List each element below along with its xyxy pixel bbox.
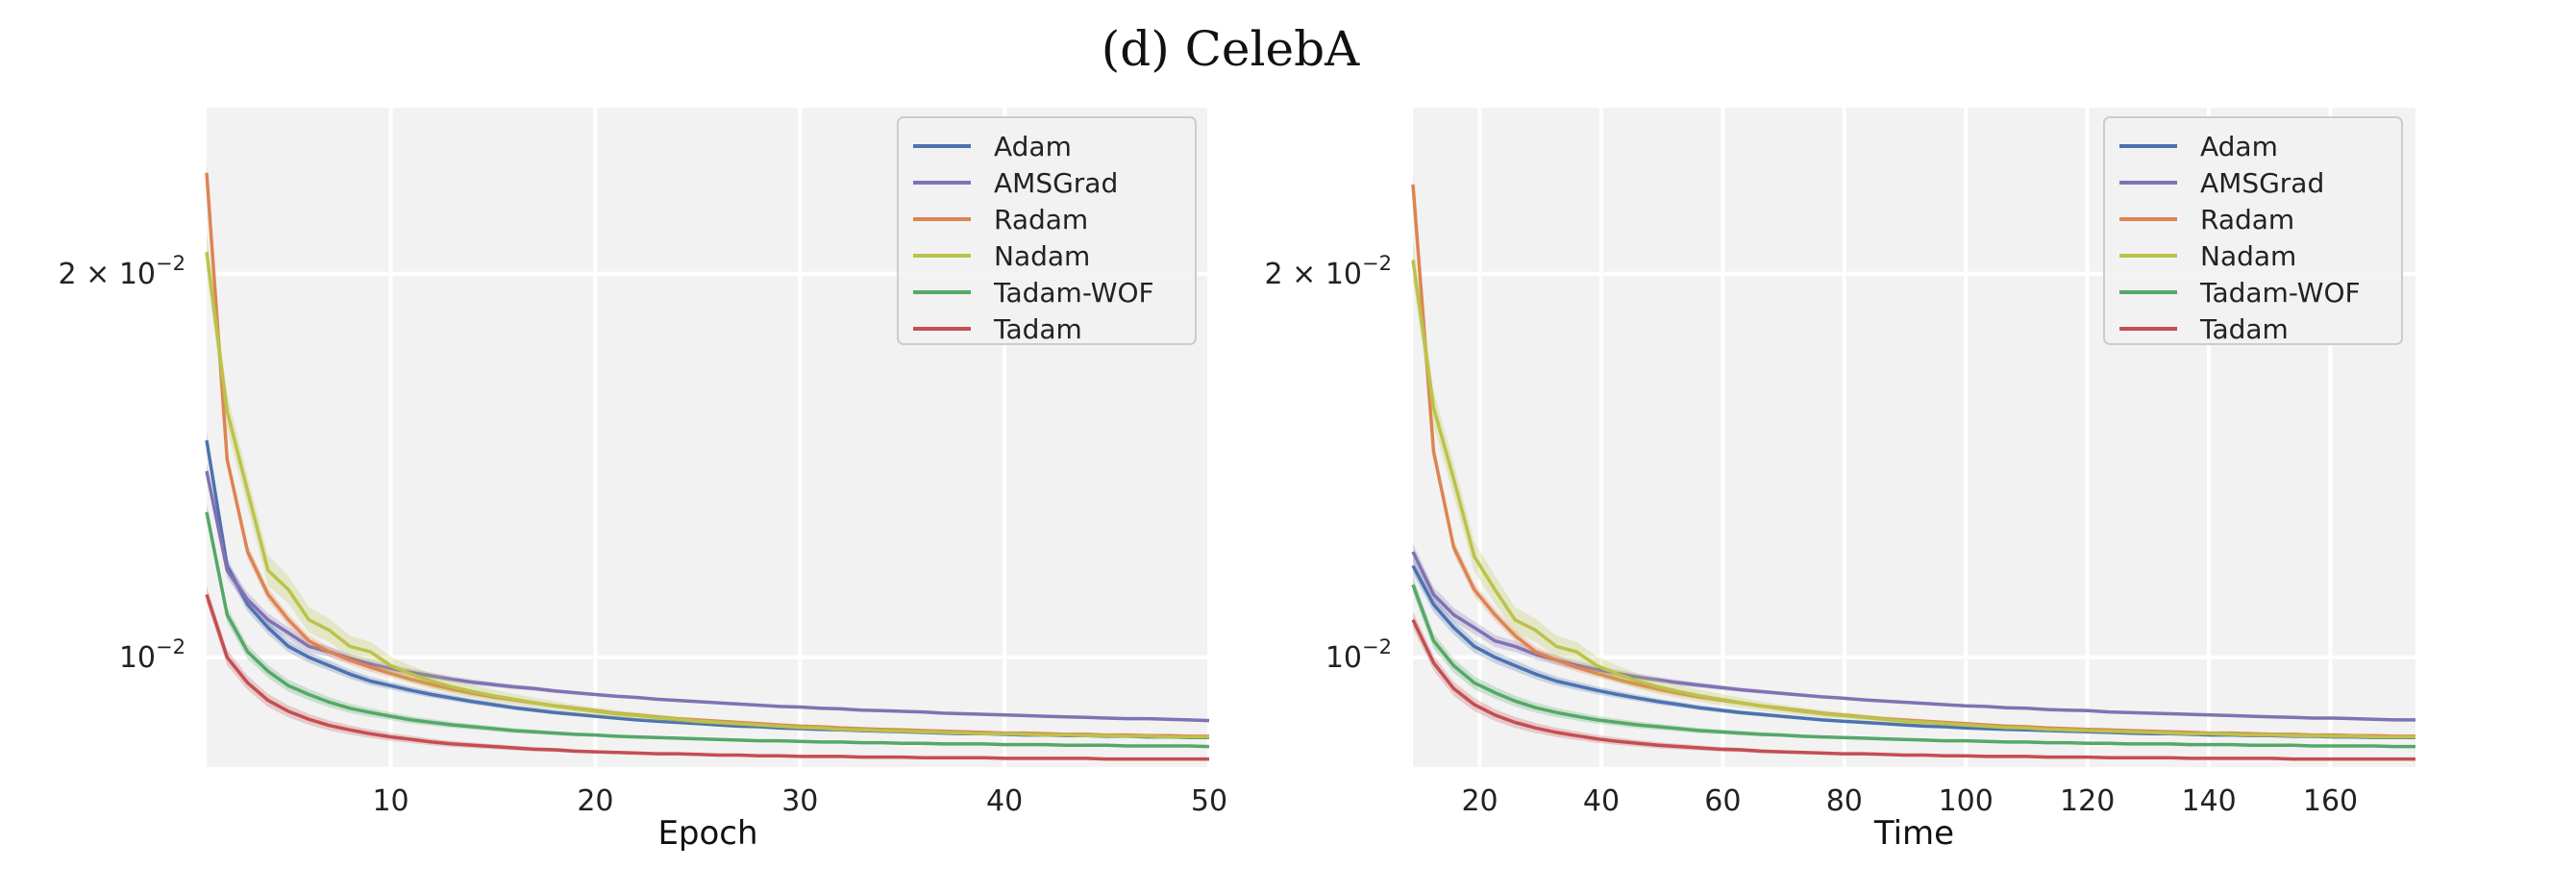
series-line: [205, 251, 1209, 739]
legend-box: [2103, 116, 2403, 345]
y-tick-label: 10−2: [1325, 635, 1392, 675]
legend-entry: Radam: [994, 204, 1088, 236]
legend: Adam AMSGrad Radam Nadam Tadam-WOF Tadam: [897, 116, 1197, 345]
legend-entry: Adam: [994, 131, 1072, 162]
x-axis-label: Time: [1873, 814, 1954, 853]
x-tick-label: 140: [2181, 784, 2236, 818]
x-tick-label: 20: [577, 784, 613, 818]
y-tick-label: 2 × 10−2: [1265, 252, 1392, 291]
chart-panel-1: 10 20 30 40 50 2 × 10−2 10−2 Epoch Adam AMSGrad Ra…: [59, 108, 1227, 853]
chart-panel-2: 20 40 60 80 100 120 140 160 2 × 10−2 10−2 Time Adam…: [1265, 108, 2415, 853]
legend-entry: Tadam-WOF: [993, 277, 1154, 309]
series-amsgrad: [205, 462, 1210, 723]
x-tick-label: 160: [2303, 784, 2358, 818]
x-tick-label: 40: [986, 784, 1023, 818]
legend-entry: Nadam: [994, 240, 1090, 272]
series-line: [1411, 583, 2415, 749]
x-tick-label: 120: [2060, 784, 2115, 818]
series-tadam: [205, 586, 1209, 761]
series-nadam: [1411, 240, 2415, 739]
y-tick-label: 2 × 10−2: [59, 252, 186, 291]
legend-entry: AMSGrad: [2200, 167, 2324, 199]
legend-entry: Adam: [2200, 131, 2278, 162]
figure-title: (d) CelebA: [1101, 21, 1360, 77]
x-tick-label: 100: [1939, 784, 1994, 818]
legend-entry: Tadam: [2199, 313, 2289, 345]
series-line: [205, 593, 1209, 761]
x-tick-label: 30: [781, 784, 818, 818]
series-line: [1411, 260, 2415, 739]
series-tadam-wof: [205, 504, 1210, 749]
legend-entry: AMSGrad: [994, 167, 1118, 199]
x-tick-label: 60: [1704, 784, 1741, 818]
x-tick-label: 10: [372, 784, 409, 818]
x-tick-label: 50: [1191, 784, 1227, 818]
series-line: [205, 511, 1210, 749]
series-tadam-wof: [1411, 576, 2415, 749]
series-line: [1411, 551, 2415, 722]
legend-entry: Nadam: [2200, 240, 2296, 272]
legend-entry: Radam: [2200, 204, 2294, 236]
legend-box: [897, 116, 1197, 345]
x-axis-label: Epoch: [657, 814, 757, 853]
series-line: [1411, 619, 2415, 761]
y-tick-label: 10−2: [119, 635, 186, 675]
series-nadam: [205, 233, 1209, 739]
series-tadam: [1411, 611, 2415, 761]
legend: Adam AMSGrad Radam Nadam Tadam-WOF Tadam: [2103, 116, 2403, 345]
x-tick-label: 20: [1461, 784, 1498, 818]
series-line: [205, 470, 1210, 723]
series-amsgrad: [1411, 543, 2415, 722]
legend-entry: Tadam: [993, 313, 1082, 345]
legend-entry: Tadam-WOF: [2199, 277, 2361, 309]
x-tick-label: 40: [1583, 784, 1620, 818]
x-tick-label: 80: [1826, 784, 1863, 818]
